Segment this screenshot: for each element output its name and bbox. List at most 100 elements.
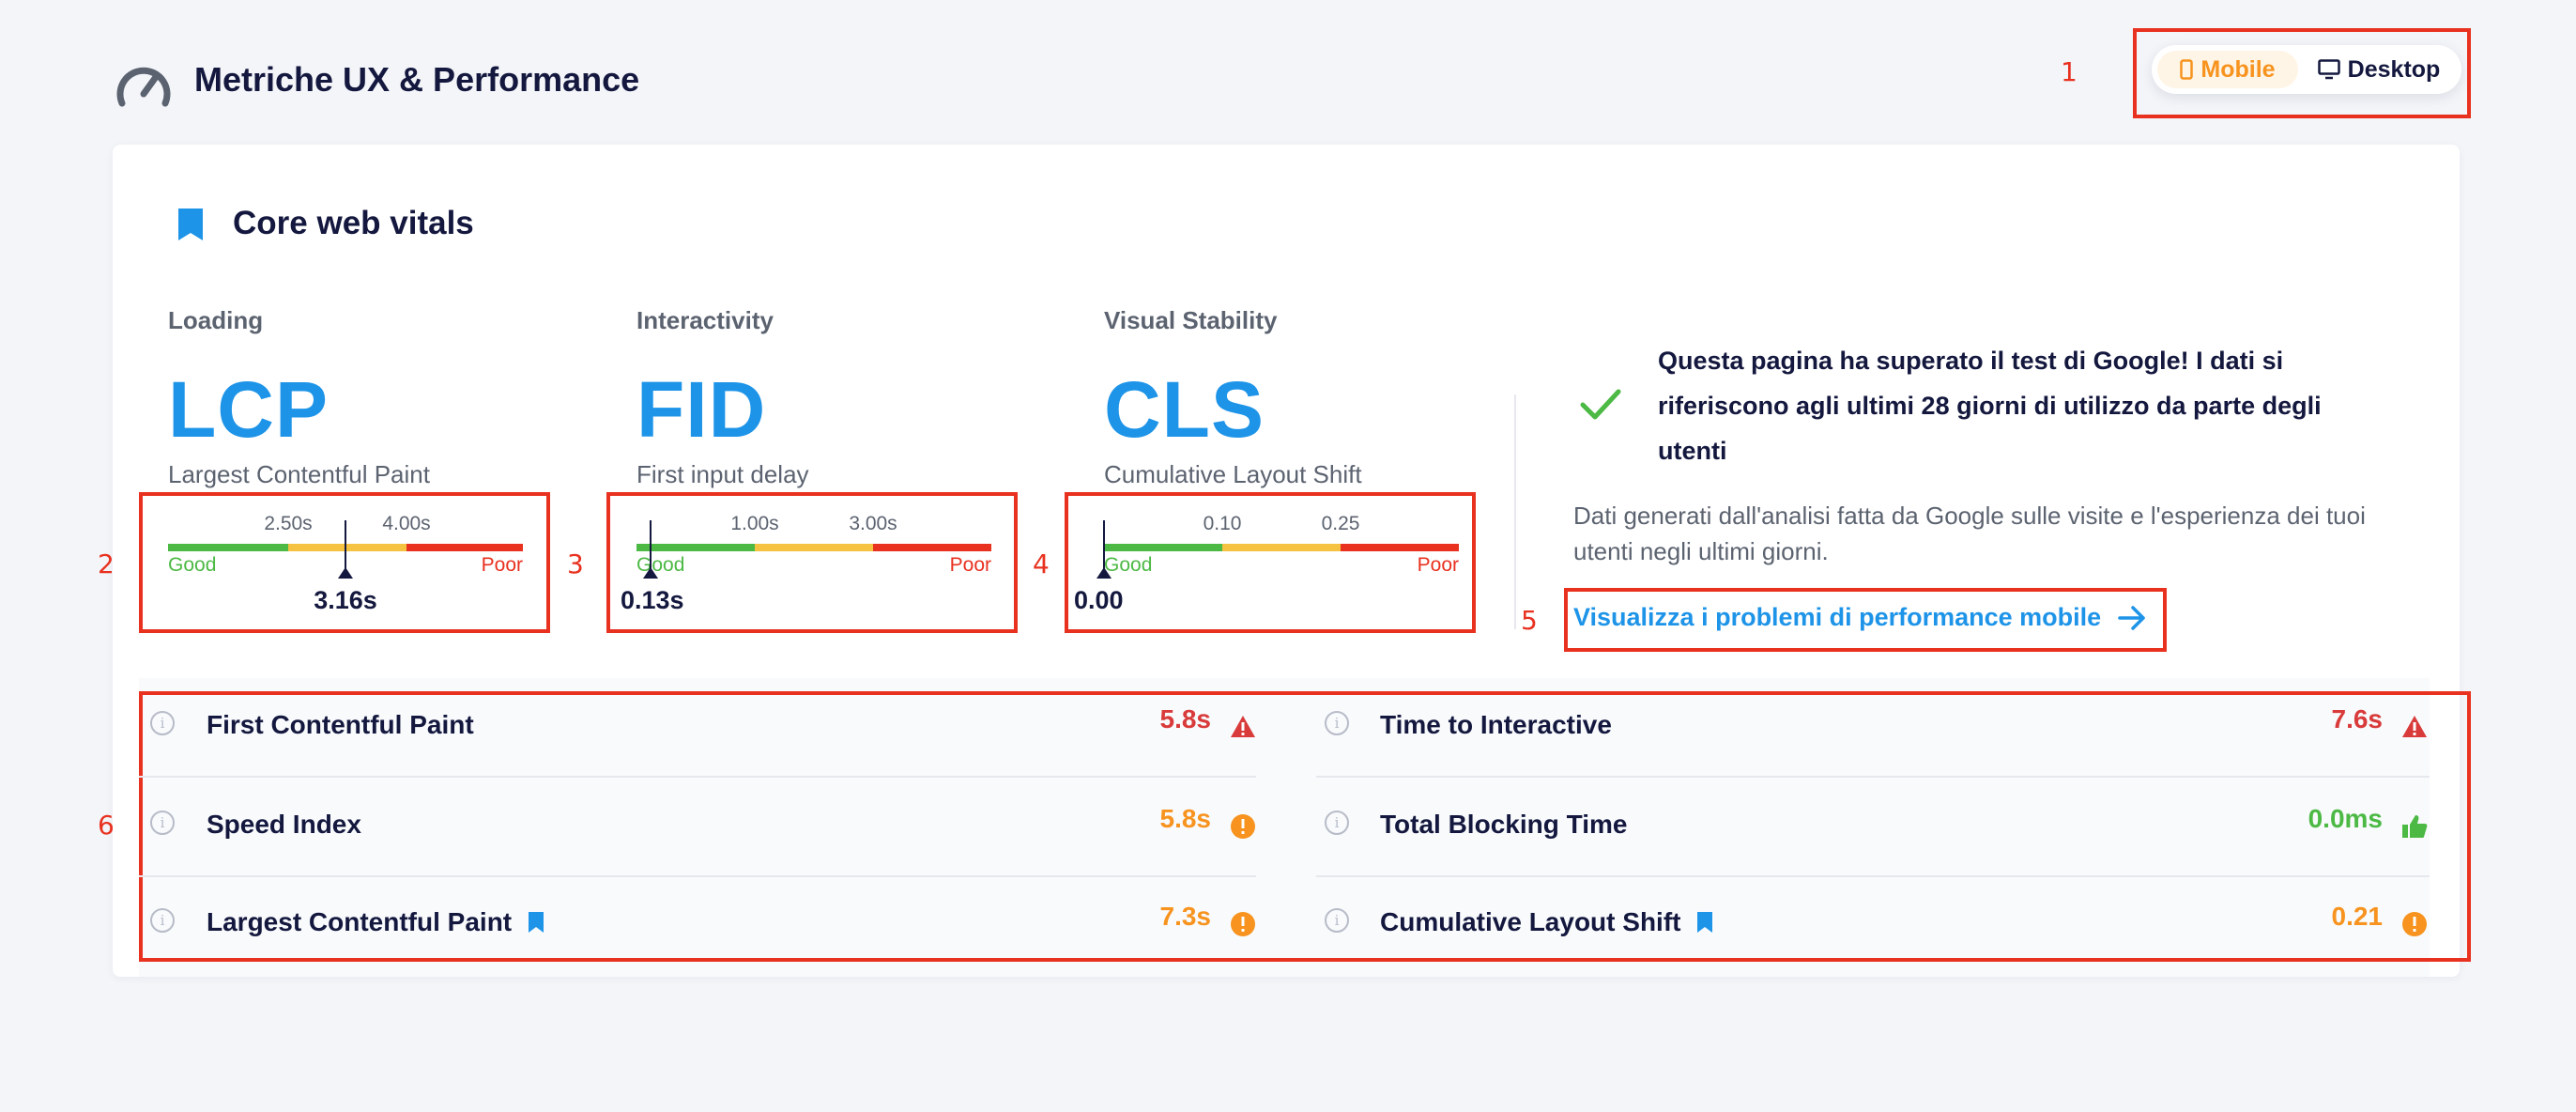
- scale-good-segment: [1104, 544, 1222, 551]
- threshold-high-label: 0.25: [1321, 513, 1360, 534]
- annotation-box-2: [139, 492, 550, 633]
- threshold-low-label: 2.50s: [264, 513, 313, 534]
- scale-average-segment: [755, 544, 873, 551]
- speedometer-icon: [116, 67, 171, 107]
- metric-name-lcp: Largest Contentful Paint: [168, 460, 430, 488]
- desktop-toggle-label: Desktop: [2347, 55, 2441, 83]
- metric-value: 3.16s: [314, 586, 377, 614]
- info-icon[interactable]: i: [1325, 908, 1349, 933]
- threshold-low-label: 0.10: [1203, 513, 1242, 534]
- mobile-toggle-label: Mobile: [2200, 55, 2276, 83]
- annotation-number-5: 5: [1521, 605, 1538, 636]
- metric-row: [1316, 678, 2430, 778]
- value-needle: [1103, 520, 1105, 573]
- desktop-icon: [2317, 59, 2340, 80]
- metric-code-cls: CLS: [1104, 365, 1265, 454]
- metric-row-name: Largest Contentful Paint: [207, 907, 545, 937]
- metric-row: [139, 678, 1256, 778]
- bookmark-icon: [529, 912, 544, 933]
- metric-name-fid: First input delay: [636, 460, 809, 488]
- poor-label: Poor: [481, 554, 523, 576]
- metric-row-value: 0.21: [2331, 902, 2384, 931]
- annotation-number-2: 2: [98, 548, 115, 579]
- poor-label: Poor: [1417, 554, 1459, 576]
- category-label-loading: Loading: [168, 306, 264, 334]
- metric-row-value: 5.8s: [1159, 704, 1212, 734]
- info-icon[interactable]: i: [150, 811, 175, 835]
- metric-value: 0.00: [1074, 586, 1124, 614]
- info-icon[interactable]: i: [150, 908, 175, 933]
- metric-code-fid: FID: [636, 365, 767, 454]
- device-toggle: Mobile Desktop: [2152, 45, 2461, 94]
- annotation-number-1: 1: [2061, 56, 2078, 87]
- fid-scale: 1.00s 3.00s Good Poor 0.13s: [621, 496, 991, 614]
- metric-row-name: Cumulative Layout Shift: [1380, 907, 1714, 937]
- threshold-high-label: 3.00s: [849, 513, 897, 534]
- info-icon[interactable]: i: [1325, 711, 1349, 735]
- info-icon[interactable]: i: [1325, 811, 1349, 835]
- value-marker: [1096, 567, 1112, 579]
- warning-triangle-icon: [2402, 716, 2427, 737]
- metric-row-name: Total Blocking Time: [1380, 810, 1627, 840]
- warning-triangle-icon: [1231, 716, 1255, 737]
- metrics-table: [139, 678, 2430, 977]
- metric-row-value: 7.3s: [1159, 902, 1212, 931]
- desktop-toggle-button[interactable]: Desktop: [2304, 51, 2454, 88]
- annotation-number-3: 3: [567, 548, 584, 579]
- scale-poor-segment: [1341, 544, 1459, 551]
- annotation-box-4: [1065, 492, 1476, 633]
- page-title: Metriche UX & Performance: [194, 60, 640, 99]
- annotation-box-5: [1564, 588, 2167, 652]
- metric-row-name: Speed Index: [207, 810, 361, 840]
- good-label: Good: [168, 554, 217, 576]
- metric-row-label: Cumulative Layout Shift: [1380, 907, 1681, 936]
- threshold-high-label: 4.00s: [382, 513, 431, 534]
- bookmark-icon: [178, 208, 203, 240]
- metric-code-lcp: LCP: [168, 365, 329, 454]
- category-label-visual-stability: Visual Stability: [1104, 306, 1278, 334]
- metric-row-label: Speed Index: [207, 810, 361, 839]
- link-label: Visualizza i problemi di performance mob…: [1573, 603, 2102, 631]
- view-performance-issues-link[interactable]: Visualizza i problemi di performance mob…: [1573, 603, 2146, 632]
- metric-row-name: First Contentful Paint: [207, 710, 474, 740]
- mobile-icon: [2180, 59, 2194, 80]
- category-label-interactivity: Interactivity: [636, 306, 774, 334]
- poor-label: Poor: [949, 554, 991, 576]
- metric-row-label: First Contentful Paint: [207, 710, 474, 739]
- card-title: Core web vitals: [233, 205, 474, 241]
- data-description: Dati generati dall'analisi fatta da Goog…: [1573, 502, 2366, 565]
- annotation-number-4: 4: [1033, 548, 1050, 579]
- mobile-toggle-button[interactable]: Mobile: [2157, 51, 2298, 88]
- annotation-box-6: [139, 691, 2471, 962]
- alert-circle-icon: [2402, 912, 2427, 936]
- value-needle: [345, 520, 346, 573]
- metric-row-value: 5.8s: [1159, 804, 1212, 833]
- metric-row-label: Largest Contentful Paint: [207, 907, 513, 936]
- metric-row-value: 7.6s: [2331, 704, 2384, 734]
- threshold-low-label: 1.00s: [730, 513, 779, 534]
- scale-good-segment: [168, 544, 288, 551]
- scale-poor-segment: [406, 544, 523, 551]
- info-icon[interactable]: i: [150, 711, 175, 735]
- scale-good-segment: [636, 544, 755, 551]
- lcp-scale: 2.50s 4.00s Good Poor 3.16s: [168, 496, 523, 614]
- value-needle: [650, 520, 652, 573]
- metric-row: [1316, 778, 2430, 877]
- cls-scale: 0.10 0.25 Good Poor 0.00: [1074, 496, 1459, 614]
- annotation-box-1: [2133, 28, 2471, 118]
- good-label: Good: [1104, 554, 1153, 576]
- bookmark-icon: [1697, 912, 1713, 933]
- value-marker: [338, 567, 353, 579]
- value-marker: [643, 567, 658, 579]
- metric-row-name: Time to Interactive: [1380, 710, 1612, 740]
- metric-name-cls: Cumulative Layout Shift: [1104, 460, 1362, 488]
- scale-poor-segment: [873, 544, 991, 551]
- alert-circle-icon: [1231, 814, 1255, 839]
- scale-average-segment: [1222, 544, 1341, 551]
- metric-row-label: Time to Interactive: [1380, 710, 1612, 739]
- check-icon: [1580, 389, 1621, 420]
- alert-circle-icon: [1231, 912, 1255, 936]
- metric-row: [139, 778, 1256, 877]
- pass-message: Questa pagina ha superato il test di Goo…: [1658, 347, 2322, 465]
- metric-row-value: 0.0ms: [2308, 804, 2383, 833]
